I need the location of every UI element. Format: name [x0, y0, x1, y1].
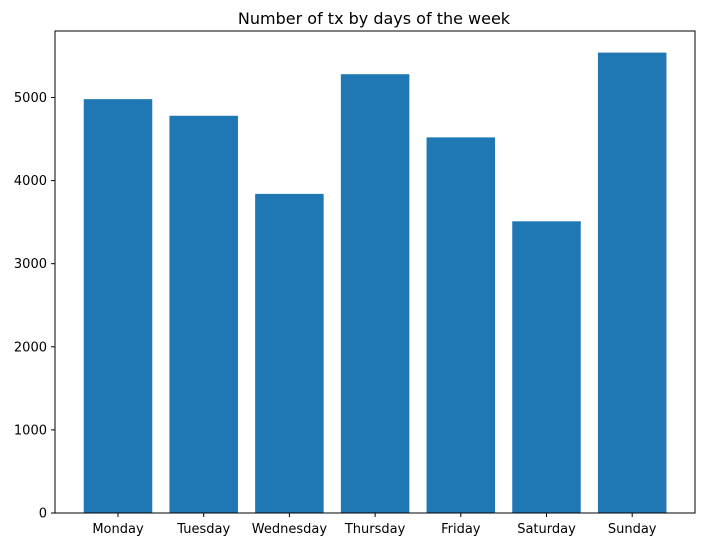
x-tick-label-thursday: Thursday [344, 522, 406, 537]
bar-tuesday [169, 115, 238, 514]
plot-frame [54, 30, 696, 514]
chart-title: Number of tx by days of the week [238, 9, 511, 28]
x-tick-label-saturday: Saturday [517, 522, 576, 537]
bar-saturday [512, 221, 581, 514]
y-axis: 0 1000 2000 3000 4000 5000 [14, 91, 55, 522]
bars-group [83, 52, 667, 514]
bar-sunday [597, 52, 667, 513]
y-tick-label-5000: 5000 [14, 91, 47, 106]
y-tick-label-0: 0 [39, 507, 47, 522]
x-axis: Monday Tuesday Wednesday Thursday Friday Satu… [92, 513, 657, 537]
x-tick-label-friday: Friday [441, 522, 481, 537]
x-tick-label-tuesday: Tuesday [176, 522, 230, 537]
bar-monday [83, 99, 153, 513]
y-tick-label-1000: 1000 [14, 423, 47, 438]
y-tick-label-3000: 3000 [14, 257, 47, 272]
x-tick-label-wednesday: Wednesday [252, 522, 328, 537]
bar-friday [426, 137, 496, 513]
bar-wednesday [255, 193, 324, 513]
y-tick-label-2000: 2000 [14, 340, 47, 355]
x-tick-label-monday: Monday [92, 522, 144, 537]
y-tick-label-4000: 4000 [14, 174, 47, 189]
bar-thursday [340, 74, 410, 513]
x-tick-label-sunday: Sunday [608, 522, 657, 537]
